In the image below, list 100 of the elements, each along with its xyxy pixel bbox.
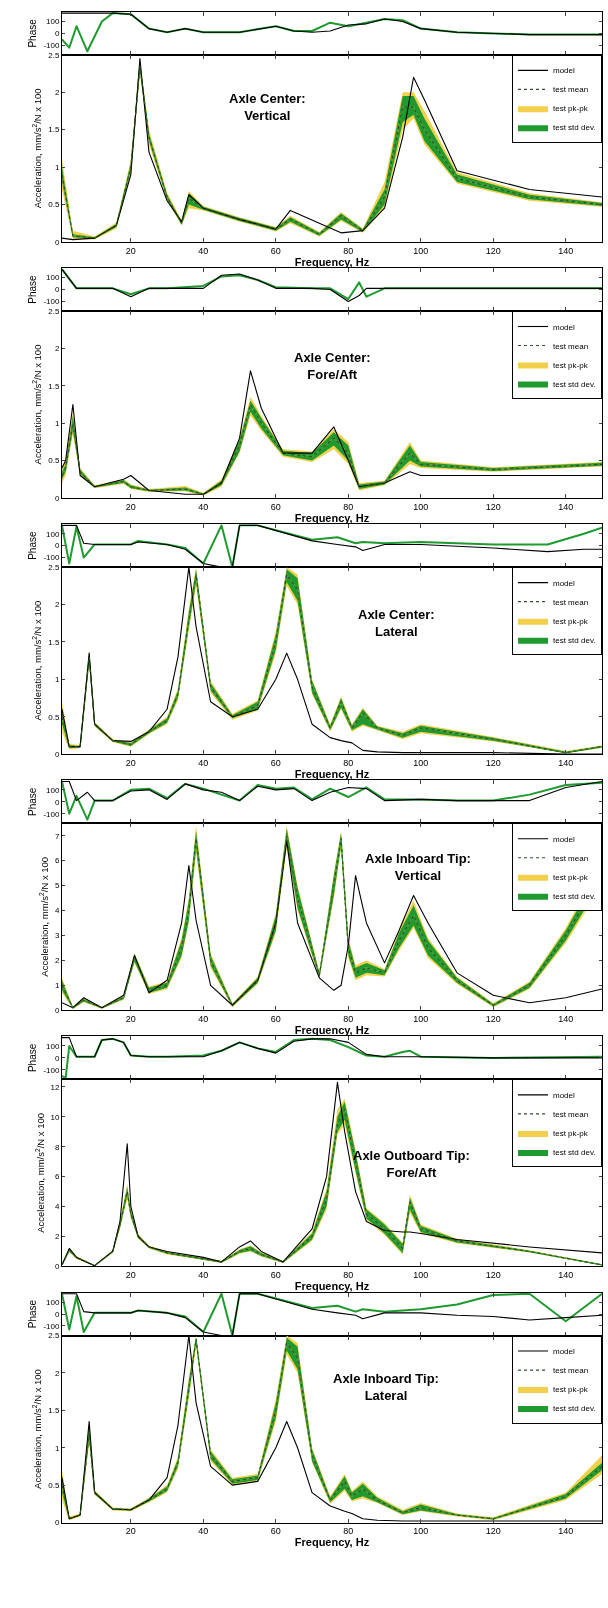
y-tick-label: 0 [54, 797, 60, 807]
y-tick-label: 2.5 [48, 50, 60, 60]
y-tick-label: 0 [54, 1262, 60, 1272]
x-axis-title: Frequency, Hz [294, 767, 370, 780]
legend-label: test mean [553, 853, 589, 863]
x-tick-label: 100 [413, 1270, 429, 1281]
legend-label: model [553, 1347, 576, 1357]
x-tick-label: 80 [343, 1526, 354, 1537]
y-tick-label: 2 [54, 1368, 60, 1378]
x-axis-title: Frequency, Hz [294, 1280, 370, 1293]
x-tick-label: 140 [558, 1526, 574, 1537]
y-tick-label: 12 [50, 1082, 60, 1092]
legend-label: model [553, 322, 576, 332]
x-tick-label: 140 [558, 1014, 574, 1025]
y-tick-label: 10 [50, 1112, 60, 1122]
y-axis-title: Phase [27, 1043, 39, 1073]
y-tick-label: 1.5 [48, 125, 60, 135]
y-tick-label: -100 [43, 1065, 60, 1075]
legend-label: test pk-pk [553, 104, 589, 114]
text: Axle Inboard Tip: Lateral [333, 1371, 439, 1403]
legend-label: test mean [553, 597, 589, 607]
y-tick-label: 2.5 [48, 306, 60, 316]
y-tick-label: -100 [43, 1321, 60, 1331]
x-tick-label: 20 [125, 1270, 136, 1281]
x-tick-label: 80 [343, 757, 354, 768]
x-tick-label: 120 [485, 1270, 501, 1281]
y-axis-title: Phase [27, 787, 39, 816]
y-axis-title: Phase [27, 1299, 39, 1329]
x-tick-label: 100 [413, 245, 429, 256]
x-tick-label: 20 [125, 245, 136, 256]
y-tick-label: 1 [54, 675, 60, 685]
x-tick-label: 140 [558, 245, 574, 256]
y-tick-label: 5 [54, 881, 60, 891]
x-tick-label: 20 [125, 1014, 136, 1025]
y-tick-label: 2 [54, 88, 60, 98]
y-tick-label: 4 [54, 1202, 60, 1212]
legend-label: test std dev. [553, 1404, 596, 1414]
y-tick-label: 2 [54, 600, 60, 610]
x-tick-label: 60 [270, 245, 281, 256]
y-tick-label: 3 [54, 931, 60, 941]
y-tick-label: 1 [54, 418, 60, 428]
x-tick-label: 100 [413, 1526, 429, 1537]
x-tick-label: 40 [198, 1270, 209, 1281]
x-tick-label: 140 [558, 1270, 574, 1281]
y-tick-label: 1 [54, 1443, 60, 1453]
y-tick-label: 0 [54, 493, 60, 503]
x-axis-title: Frequency, Hz [294, 255, 370, 268]
x-tick-label: 60 [270, 757, 281, 768]
y-tick-label: 0.5 [48, 200, 60, 210]
y-axis-title: Phase [27, 531, 39, 560]
y-tick-label: -100 [43, 809, 60, 819]
x-tick-label: 40 [198, 1526, 209, 1537]
y-tick-label: 100 [46, 529, 60, 539]
x-tick-label: 120 [485, 757, 501, 768]
y-tick-label: 0 [54, 749, 60, 759]
x-tick-label: 100 [413, 1014, 429, 1025]
y-tick-label: 1.5 [48, 1406, 60, 1416]
x-tick-label: 80 [343, 245, 354, 256]
y-tick-label: 8 [54, 1142, 60, 1152]
y-tick-label: 100 [46, 1297, 60, 1307]
x-tick-label: 20 [125, 757, 136, 768]
text: Axle Center: Lateral [358, 607, 435, 639]
legend-label: test mean [553, 85, 589, 95]
text: Axle Center: Fore/Aft [294, 350, 371, 382]
x-tick-label: 20 [125, 1526, 136, 1537]
x-tick-label: 40 [198, 757, 209, 768]
legend-label: test std dev. [553, 635, 596, 645]
y-tick-label: -100 [43, 297, 60, 307]
y-tick-label: 0.5 [48, 456, 60, 466]
y-tick-label: 2 [54, 344, 60, 354]
y-tick-label: 2 [54, 1232, 60, 1242]
text: Axle Center: Vertical [229, 91, 306, 123]
y-tick-label: 100 [46, 1041, 60, 1051]
x-axis-title: Frequency, Hz [294, 1536, 370, 1549]
y-tick-label: 6 [54, 1172, 60, 1182]
y-tick-label: 0 [54, 1006, 60, 1016]
legend-label: test pk-pk [553, 616, 589, 626]
y-tick-label: 1.5 [48, 381, 60, 391]
y-axis-title: Phase [27, 274, 39, 304]
x-tick-label: 140 [558, 757, 574, 768]
x-tick-label: 100 [413, 757, 429, 768]
legend-label: test std dev. [553, 379, 596, 389]
legend-label: test std dev. [553, 891, 596, 901]
y-tick-label: 2.5 [48, 562, 60, 572]
x-tick-label: 60 [270, 1014, 281, 1025]
y-tick-label: 2 [54, 956, 60, 966]
x-tick-label: 20 [125, 501, 136, 512]
y-tick-label: 0 [54, 1518, 60, 1528]
y-tick-label: 0.5 [48, 1480, 60, 1490]
legend-label: test mean [553, 1366, 589, 1376]
y-tick-label: 0 [54, 29, 60, 39]
legend-label: model [553, 66, 576, 76]
x-tick-label: 120 [485, 245, 501, 256]
x-tick-label: 80 [343, 501, 354, 512]
text: Axle Inboard Tip: Vertical [365, 851, 471, 883]
legend-label: test std dev. [553, 1148, 596, 1158]
y-tick-label: 6 [54, 856, 60, 866]
x-axis-title: Frequency, Hz [294, 511, 370, 524]
legend-label: test mean [553, 341, 589, 351]
x-tick-label: 80 [343, 1270, 354, 1281]
